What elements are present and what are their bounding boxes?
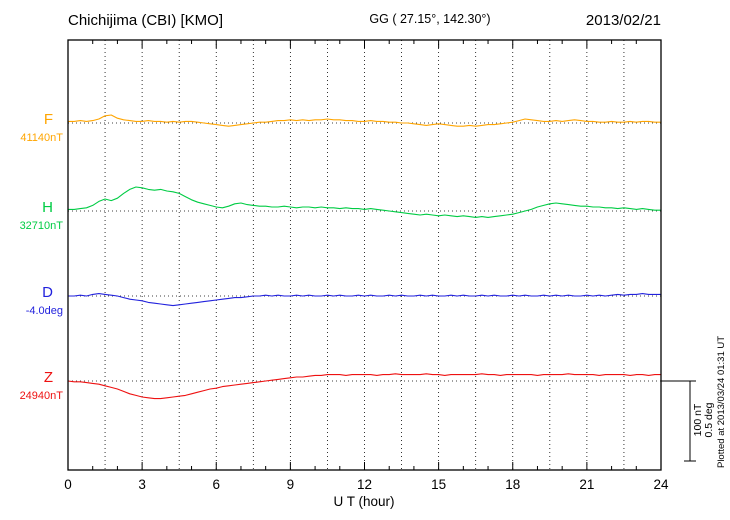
trace-D [68, 293, 661, 307]
channel-baseline-label-Z: 24940nT [20, 390, 64, 402]
x-tick-label: 24 [653, 477, 669, 492]
station-title: Chichijima (CBI) [KMO] [68, 12, 223, 29]
x-tick-label: 3 [138, 477, 146, 492]
x-tick-label: 6 [212, 477, 220, 492]
x-tick-label: 21 [579, 477, 594, 492]
plot-border [67, 39, 662, 471]
channel-baseline-label-H: 32710nT [20, 220, 64, 232]
plot-date: 2013/02/21 [586, 12, 661, 29]
x-tick-label: 18 [505, 477, 520, 492]
chart-layer: 0 3 6 9 12 15 18 21 24 F 41140nT H 32710nT D -4.0deg Z 2… [20, 39, 696, 492]
plotted-at-note: Plotted at 2013/03/24 01:31 UT [716, 336, 727, 468]
trace-F [68, 114, 661, 127]
x-tick-label: 0 [64, 477, 72, 492]
channel-letter-F: F [44, 111, 53, 128]
x-tick-label: 12 [357, 477, 372, 492]
channel-baseline-label-F: 41140nT [20, 132, 63, 144]
x-axis-title: U T (hour) [333, 494, 394, 509]
trace-H [68, 186, 661, 218]
x-tick-label: 15 [431, 477, 446, 492]
trace-Z [67, 373, 661, 400]
channel-letter-D: D [42, 284, 53, 301]
scale-label-nt: 100 nT [692, 403, 704, 436]
scale-label-deg: 0.5 deg [703, 402, 715, 437]
x-tick-label: 9 [287, 477, 295, 492]
channel-letter-Z: Z [44, 369, 53, 386]
geo-coordinates: GG ( 27.15°, 142.30°) [369, 12, 490, 26]
channel-letter-H: H [42, 199, 53, 216]
channel-baseline-label-D: -4.0deg [26, 305, 63, 317]
